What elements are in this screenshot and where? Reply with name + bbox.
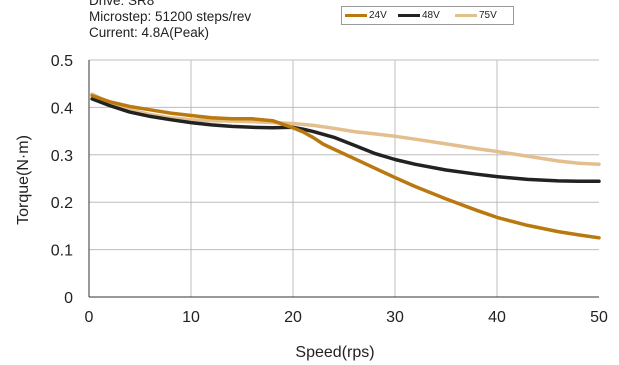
y-axis-label: Torque(N·m) xyxy=(15,135,32,225)
y-tick-label: 0.3 xyxy=(51,148,73,165)
y-tick-label: 0.5 xyxy=(51,53,73,70)
x-tick-label: 40 xyxy=(488,309,506,326)
legend-item-48v: 48V xyxy=(398,9,440,22)
y-tick-label: 0 xyxy=(64,290,73,307)
legend-label-48v: 48V xyxy=(422,10,440,21)
legend-swatch-75v xyxy=(455,13,477,17)
current-label: Current: 4.8A(Peak) xyxy=(89,25,210,40)
legend-swatch-48v xyxy=(398,13,420,17)
y-tick-label: 0.1 xyxy=(51,243,73,260)
legend-swatch-24v xyxy=(345,13,367,17)
y-tick-label: 0.4 xyxy=(51,100,73,117)
legend-item-24v: 24V xyxy=(345,9,387,22)
legend-item-75v: 75V xyxy=(455,9,497,22)
axes xyxy=(88,60,599,298)
microstep-label: Microstep: 51200 steps/rev xyxy=(89,9,252,24)
legend-label-24v: 24V xyxy=(369,10,387,21)
tick-labels: 0 10 20 30 40 50 0 0.1 0.2 0.3 0.4 0.5 xyxy=(51,53,608,326)
x-tick-label: 0 xyxy=(85,309,94,326)
series-line-48v xyxy=(90,97,601,184)
x-axis-label: Speed(rps) xyxy=(295,344,374,361)
series-line-24v xyxy=(90,93,601,240)
x-tick-label: 50 xyxy=(590,309,608,326)
x-tick-label: 20 xyxy=(284,309,302,326)
drive-label: Drive: SR8 xyxy=(89,0,155,8)
x-tick-label: 30 xyxy=(386,309,404,326)
y-tick-label: 0.2 xyxy=(51,195,73,212)
series-line-75v xyxy=(90,92,601,167)
info-block: Drive: SR8 Microstep: 51200 steps/rev Cu… xyxy=(89,0,251,41)
x-tick-label: 10 xyxy=(182,309,200,326)
chart-legend: 24V 48V 75V xyxy=(341,6,514,25)
series-lines xyxy=(90,92,601,240)
legend-label-75v: 75V xyxy=(479,10,497,21)
